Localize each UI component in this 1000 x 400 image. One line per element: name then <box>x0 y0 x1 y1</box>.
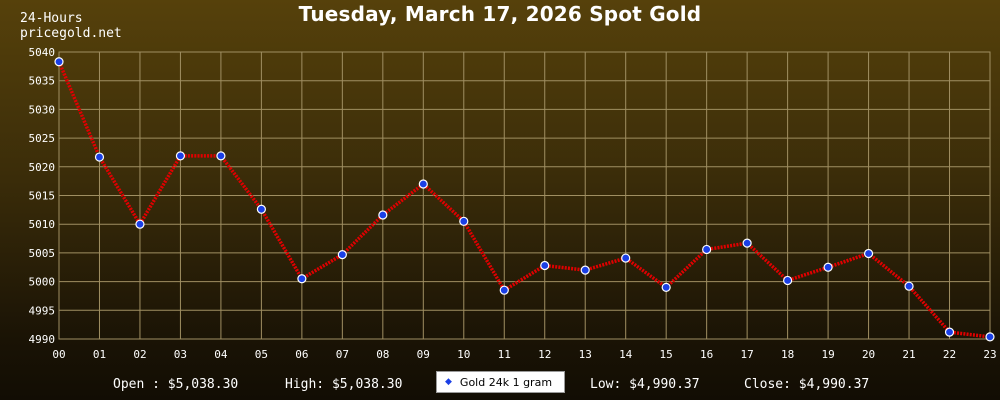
x-tick-label: 07 <box>336 348 349 361</box>
y-tick-label: 5035 <box>29 75 56 88</box>
data-point <box>580 265 590 275</box>
chart-title: Tuesday, March 17, 2026 Spot Gold <box>298 2 702 26</box>
y-tick-label: 5020 <box>29 161 56 174</box>
data-point <box>418 179 428 189</box>
data-point <box>297 274 307 284</box>
y-tick-label: 4995 <box>29 304 56 317</box>
x-tick-label: 21 <box>902 348 915 361</box>
y-tick-label: 5005 <box>29 247 56 260</box>
site-label: pricegold.net <box>20 26 122 41</box>
stat-open: Open : $5,038.30 <box>113 377 239 392</box>
plot-border <box>58 51 991 340</box>
legend-marker-icon: ◆ <box>445 377 452 387</box>
x-tick-label: 01 <box>93 348 106 361</box>
data-point <box>94 152 105 162</box>
x-tick-label: 19 <box>821 348 834 361</box>
y-tick-label: 5010 <box>29 218 56 231</box>
x-tick-label: 08 <box>376 348 389 361</box>
data-point <box>742 238 752 248</box>
data-point <box>175 151 186 161</box>
x-tick-label: 02 <box>133 348 146 361</box>
x-tick-label: 22 <box>943 348 956 361</box>
legend-label: Gold 24k 1 gram <box>459 375 553 389</box>
x-tick-label: 14 <box>619 348 633 361</box>
data-point <box>904 281 914 291</box>
stat-close: Close: $4,990.37 <box>744 377 870 392</box>
y-tick-label: 4990 <box>29 333 56 346</box>
series-line <box>57 61 991 339</box>
data-point <box>54 57 64 67</box>
y-tick-label: 5040 <box>29 46 56 59</box>
x-tick-label: 09 <box>417 348 430 361</box>
data-point <box>135 219 145 229</box>
data-point <box>661 282 671 292</box>
x-tick-label: 06 <box>295 348 308 361</box>
y-tick-label: 5015 <box>29 190 56 203</box>
stat-low: Low: $4,990.37 <box>590 377 700 392</box>
x-tick-label: 23 <box>983 348 996 361</box>
period-label: 24-Hours <box>20 11 83 26</box>
data-point <box>540 260 550 271</box>
x-tick-label: 15 <box>660 348 673 361</box>
data-point <box>944 327 955 337</box>
x-tick-label: 04 <box>214 348 228 361</box>
data-point <box>499 285 509 295</box>
data-point <box>256 204 266 214</box>
stat-high: High: $5,038.30 <box>285 377 403 392</box>
x-tick-label: 13 <box>579 348 592 361</box>
x-tick-label: 00 <box>52 348 65 361</box>
data-point <box>783 275 793 286</box>
data-point <box>337 250 347 260</box>
x-tick-label: 11 <box>498 348 511 361</box>
legend: ◆ Gold 24k 1 gram <box>436 371 565 393</box>
data-point <box>823 262 833 272</box>
y-tick-label: 5000 <box>29 276 56 289</box>
x-tick-label: 03 <box>174 348 187 361</box>
data-point <box>459 216 469 226</box>
data-point <box>702 244 712 255</box>
x-tick-label: 05 <box>255 348 268 361</box>
x-tick-label: 17 <box>741 348 754 361</box>
x-tick-label: 20 <box>862 348 875 361</box>
data-point <box>621 253 631 263</box>
data-point <box>378 210 388 220</box>
x-tick-label: 12 <box>538 348 551 361</box>
y-tick-label: 5025 <box>29 132 56 145</box>
data-point <box>216 151 226 161</box>
data-point <box>985 332 995 342</box>
x-tick-label: 10 <box>457 348 470 361</box>
y-tick-label: 5030 <box>29 103 56 116</box>
x-tick-label: 18 <box>781 348 794 361</box>
data-point <box>863 248 874 259</box>
x-tick-label: 16 <box>700 348 713 361</box>
